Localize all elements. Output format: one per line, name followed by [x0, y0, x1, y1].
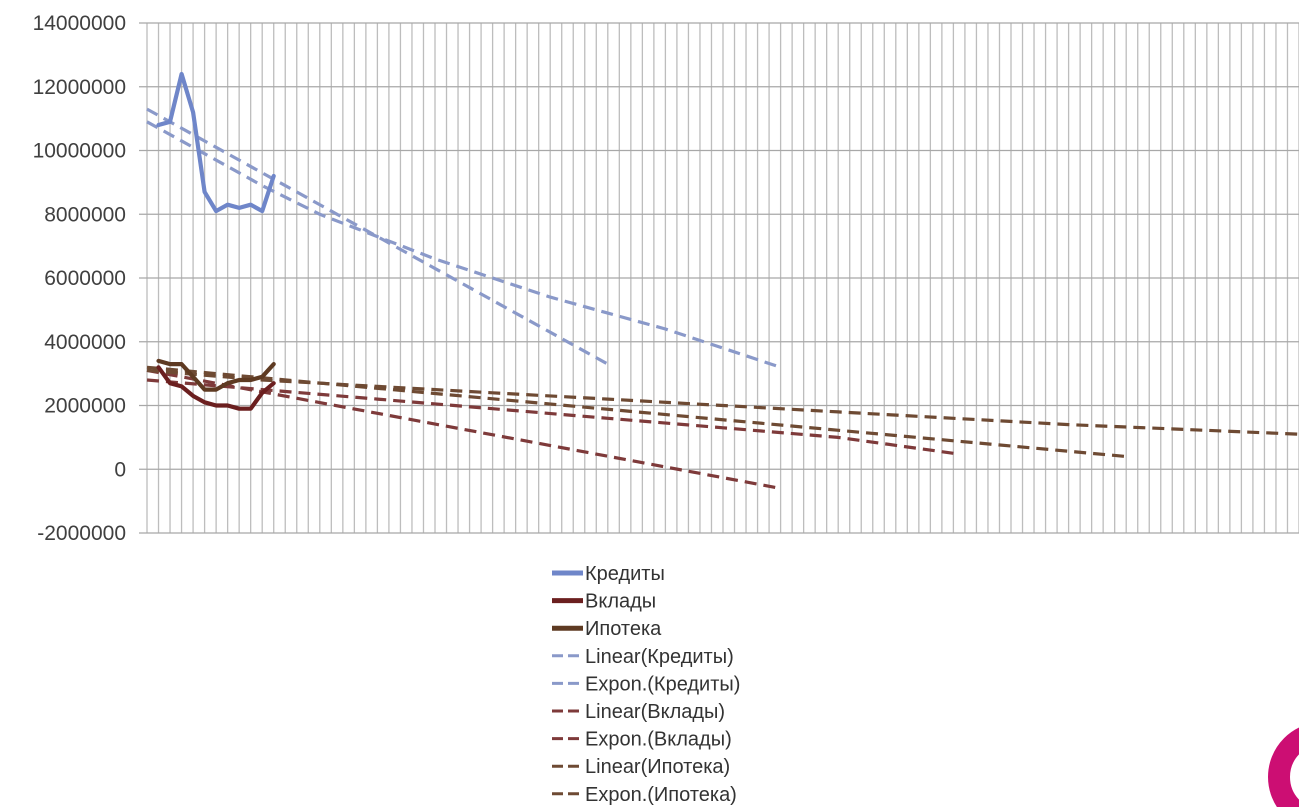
- series-lines: [146, 71, 1299, 490]
- legend: Кредиты Вклады Ипотека Linear(Кредиты) Expon…: [552, 563, 740, 806]
- y-axis: -2000000 0 2000000 4000000 6000000 8000000 100…: [33, 12, 126, 545]
- series-line: [156, 365, 276, 411]
- corner-logo: [1268, 722, 1299, 807]
- series-line: [146, 365, 1127, 459]
- y-tick-label: 14000000: [33, 12, 126, 35]
- corner-logo-ring: [1268, 722, 1299, 807]
- legend-label: Linear(Ипотека): [585, 756, 730, 778]
- series-line: [146, 368, 1299, 436]
- legend-label: Linear(Кредиты): [585, 646, 734, 668]
- legend-label: Ипотека: [585, 618, 662, 640]
- y-tick-label: 6000000: [44, 267, 126, 290]
- legend-label: Expon.(Ипотека): [585, 784, 737, 806]
- series-line: [146, 368, 781, 490]
- legend-label: Expon.(Вклады): [585, 729, 732, 751]
- y-tick-label: 4000000: [44, 331, 126, 354]
- series-line: [156, 71, 276, 214]
- y-tick-label: 2000000: [44, 395, 126, 418]
- y-tick-label: 10000000: [33, 140, 126, 163]
- y-tick-label: 8000000: [44, 203, 126, 226]
- y-tick-label: -2000000: [37, 522, 126, 545]
- legend-label: Expon.(Кредиты): [585, 673, 740, 695]
- y-tick-label: 12000000: [33, 76, 126, 99]
- series-line: [146, 120, 782, 369]
- legend-label: Кредиты: [585, 563, 665, 585]
- y-tick-label: 0: [114, 458, 126, 481]
- grid: [139, 22, 1299, 534]
- legend-label: Вклады: [585, 591, 656, 613]
- series-line: [146, 107, 609, 366]
- legend-label: Linear(Вклады): [585, 701, 725, 723]
- series-line: [146, 378, 954, 455]
- series-line: [156, 358, 276, 392]
